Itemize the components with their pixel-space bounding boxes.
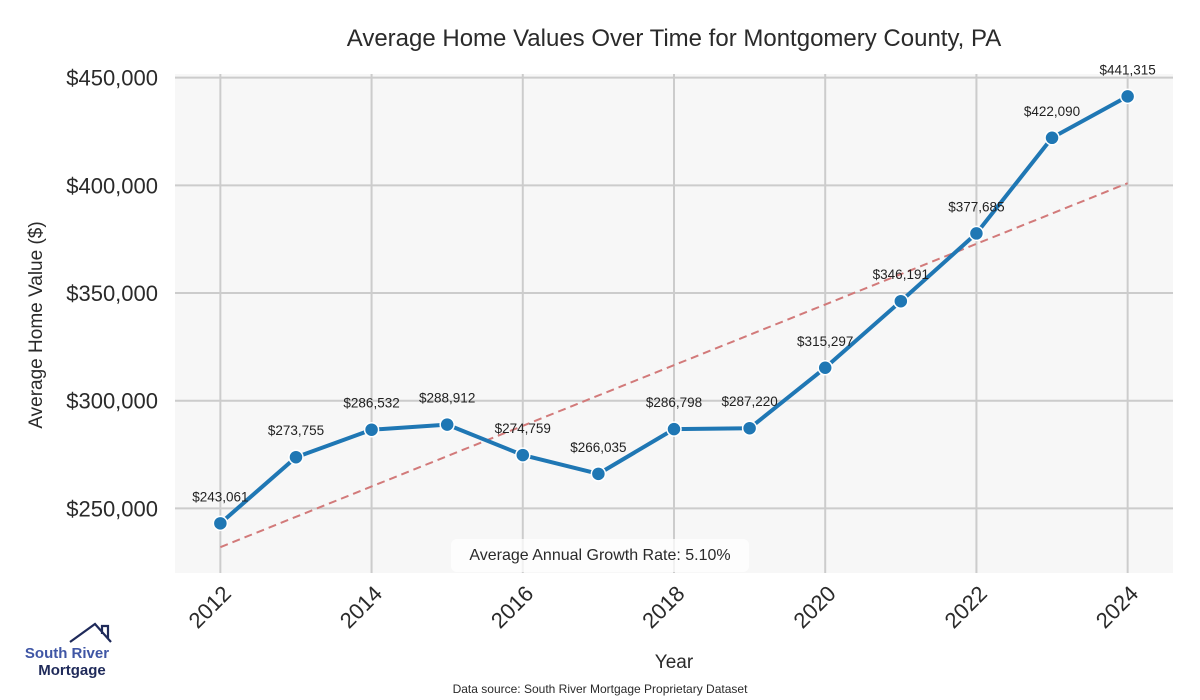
data-label: $273,755: [268, 423, 324, 438]
x-tick-label: 2014: [335, 581, 387, 633]
data-label: $441,315: [1099, 62, 1155, 77]
y-tick-label: $250,000: [66, 496, 158, 521]
y-tick-label: $350,000: [66, 281, 158, 306]
data-markers: [212, 88, 1136, 532]
data-point: [212, 515, 229, 532]
data-point: [893, 293, 909, 309]
data-point: [590, 466, 607, 482]
data-label: $346,191: [873, 267, 929, 282]
y-axis-label: Average Home Value ($): [26, 221, 47, 428]
data-label: $266,035: [570, 440, 626, 455]
trend-line: [219, 182, 1129, 549]
south-river-mortgage-logo: South River Mortgage: [25, 622, 112, 679]
data-point: [666, 421, 682, 437]
data-label: $287,220: [721, 394, 777, 409]
data-point: [439, 416, 455, 433]
data-point: [741, 420, 758, 436]
data-label: $243,061: [192, 489, 248, 504]
data-label: $315,297: [797, 334, 853, 349]
y-tick-label: $450,000: [66, 66, 158, 91]
x-tick-label: 2024: [1091, 581, 1143, 633]
x-axis-label: Year: [655, 652, 694, 673]
data-point: [968, 225, 985, 242]
y-gridlines: [175, 76, 1173, 510]
data-label: $422,090: [1024, 104, 1080, 119]
data-point: [1044, 130, 1060, 146]
data-label: $274,759: [495, 421, 551, 436]
growth-rate-annotation: Average Annual Growth Rate: 5.10%: [451, 539, 749, 572]
data-point: [363, 421, 380, 438]
data-point: [817, 360, 833, 376]
x-tick-label: 2022: [940, 581, 992, 633]
x-tick-label: 2012: [184, 581, 236, 633]
data-label: $286,798: [646, 395, 702, 410]
logo-line2: Mortgage: [38, 662, 106, 679]
data-label: $286,532: [343, 396, 399, 411]
house-roof-icon: [69, 622, 112, 643]
data-source-note: Data source: South River Mortgage Propri…: [453, 682, 748, 696]
logo-line1: South River: [25, 645, 109, 662]
y-tick-labels: $250,000 $300,000 $350,000 $400,000 $450,000: [66, 66, 158, 522]
data-point: [1119, 88, 1136, 105]
x-tick-label: 2016: [486, 581, 538, 633]
x-tick-label: 2018: [637, 581, 689, 633]
annotation-text: Average Annual Growth Rate: 5.10%: [469, 547, 730, 564]
data-label: $288,912: [419, 391, 475, 406]
data-label: $377,685: [948, 199, 1004, 214]
x-tick-label: 2020: [788, 581, 840, 633]
y-tick-label: $300,000: [66, 389, 158, 414]
data-point: [515, 447, 531, 463]
annotation-box: [451, 539, 749, 572]
chart-title: Average Home Values Over Time for Montgo…: [347, 25, 1002, 52]
data-labels: $243,061 $273,755 $286,532 $288,912 $274,759…: [192, 62, 1156, 504]
x-tick-labels: 2012 2014 2016 2018 2020 2022 2024: [184, 581, 1144, 633]
data-point: [288, 449, 304, 465]
y-tick-label: $400,000: [66, 173, 158, 198]
x-gridlines: [219, 74, 1129, 573]
